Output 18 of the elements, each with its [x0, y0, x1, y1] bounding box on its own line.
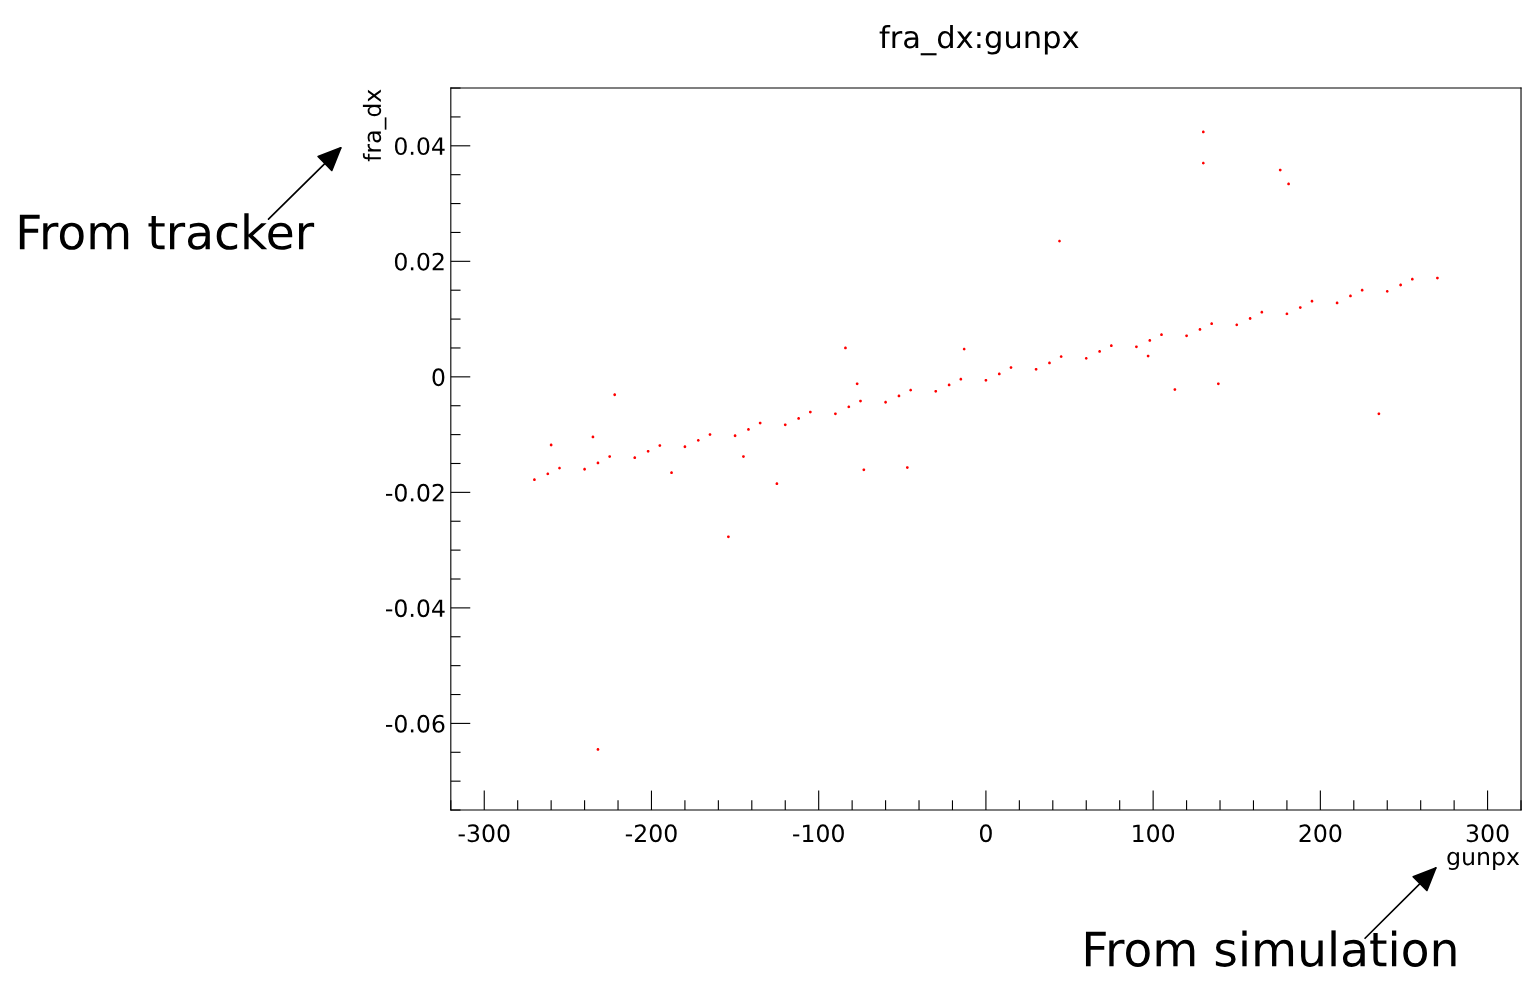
x-tick-label: -300 — [458, 824, 510, 843]
text: From tracker — [19, 213, 315, 250]
y-tick-label: 0.04 — [394, 137, 445, 156]
y-tick-label: 0 — [432, 368, 445, 387]
x-tick-label: -100 — [793, 824, 844, 843]
text: From simulation — [1085, 930, 1456, 967]
x-tick-label: 100 — [1133, 824, 1175, 843]
x-axis-title: gunpx — [1447, 851, 1520, 870]
y-tick-label: 0.02 — [394, 252, 444, 271]
y-tick-label: -0.02 — [386, 483, 444, 502]
y-tick-label: -0.04 — [386, 599, 445, 618]
chart-title: fra_dx:gunpx — [879, 24, 1079, 56]
x-tick-label: 300 — [1466, 824, 1509, 843]
x-tick-label: 200 — [1299, 824, 1342, 843]
y-tick-label: -0.06 — [386, 714, 445, 733]
x-tick-label: 0 — [979, 824, 992, 843]
x-tick-label: -200 — [625, 824, 677, 843]
y-axis-title: fra_dx — [362, 89, 387, 162]
